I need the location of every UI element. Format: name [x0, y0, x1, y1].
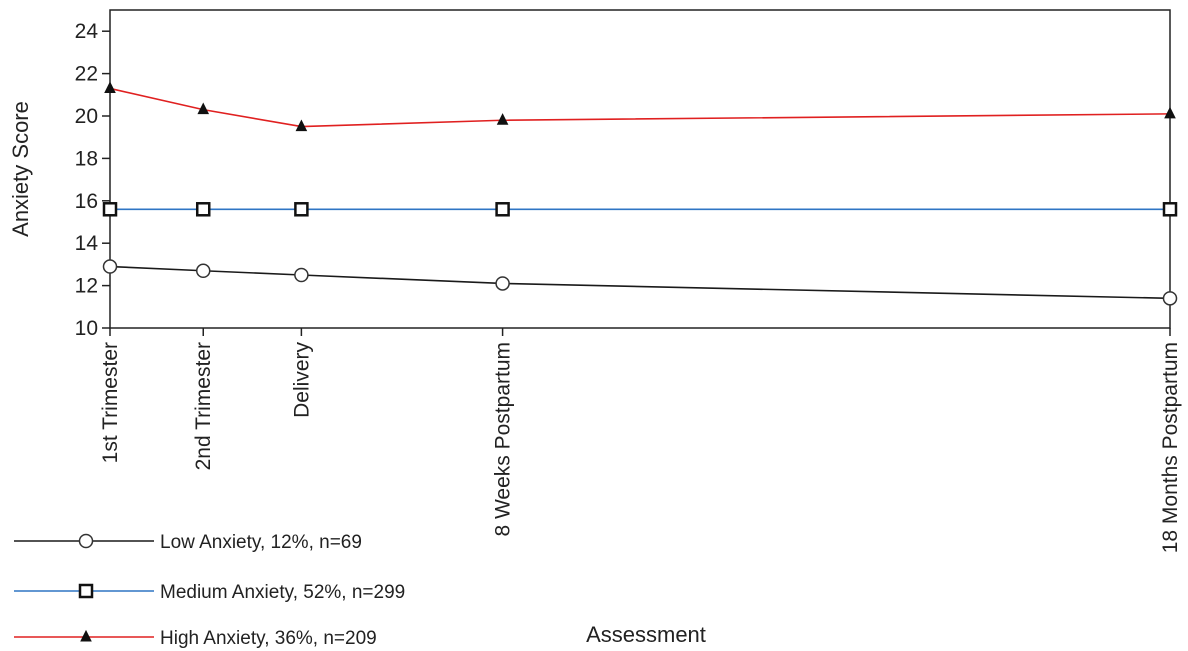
data-point — [1162, 291, 1178, 306]
x-tick-label: 8 Weeks Postpartum — [492, 342, 515, 537]
legend-marker — [78, 583, 94, 599]
x-tick-label: 18 Months Postpartum — [1159, 342, 1182, 553]
legend-item: Medium Anxiety, 52%, n=299 — [14, 582, 405, 603]
legend-label: Low Anxiety, 12%, n=69 — [160, 532, 362, 553]
series-circle — [102, 259, 1178, 306]
y-tick-label: 12 — [75, 275, 98, 298]
legend-item: High Anxiety, 36%, n=209 — [14, 628, 377, 649]
legend-marker — [80, 629, 92, 642]
data-point — [294, 202, 309, 217]
y-tick-label: 18 — [75, 147, 98, 170]
data-point — [496, 113, 509, 125]
data-point — [102, 202, 118, 217]
legend-item: Low Anxiety, 12%, n=69 — [14, 532, 362, 553]
y-axis-title: Anxiety Score — [8, 101, 33, 237]
legend: Low Anxiety, 12%, n=69 Medium Anxiety, 52… — [14, 532, 405, 649]
series-line — [109, 87, 1171, 128]
legend-label: High Anxiety, 36%, n=209 — [160, 628, 377, 649]
x-axis: 1st Trimester 2nd Trimester Delivery 8 Week… — [99, 328, 1182, 553]
y-tick-label: 20 — [75, 105, 98, 128]
data-point — [195, 202, 211, 217]
data-point — [1164, 106, 1176, 119]
data-point — [294, 267, 309, 283]
x-tick-label: Delivery — [290, 342, 313, 418]
data-point — [1162, 202, 1178, 217]
data-point — [495, 276, 510, 291]
data-point — [102, 259, 118, 274]
series-layer — [102, 81, 1178, 306]
y-tick-label: 24 — [75, 20, 99, 43]
series-line — [109, 265, 1171, 300]
plot-frame — [109, 9, 1171, 329]
legend-label: Medium Anxiety, 52%, n=299 — [160, 582, 405, 603]
y-tick-label: 14 — [75, 232, 99, 255]
data-point — [197, 102, 210, 115]
y-tick-label: 16 — [75, 190, 98, 213]
x-tick-label: 1st Trimester — [99, 342, 122, 463]
data-point — [195, 263, 211, 279]
data-point — [104, 81, 116, 93]
y-axis: 10 12 14 16 18 20 22 24 — [75, 20, 110, 340]
data-point — [495, 202, 510, 217]
legend-marker — [78, 533, 94, 549]
y-tick-label: 10 — [75, 317, 98, 340]
series-square — [102, 202, 1178, 217]
x-axis-title: Assessment — [586, 622, 706, 647]
x-tick-label: 2nd Trimester — [192, 342, 215, 470]
data-point — [295, 119, 308, 132]
series-triangle — [104, 81, 1176, 132]
y-tick-label: 22 — [75, 63, 98, 86]
